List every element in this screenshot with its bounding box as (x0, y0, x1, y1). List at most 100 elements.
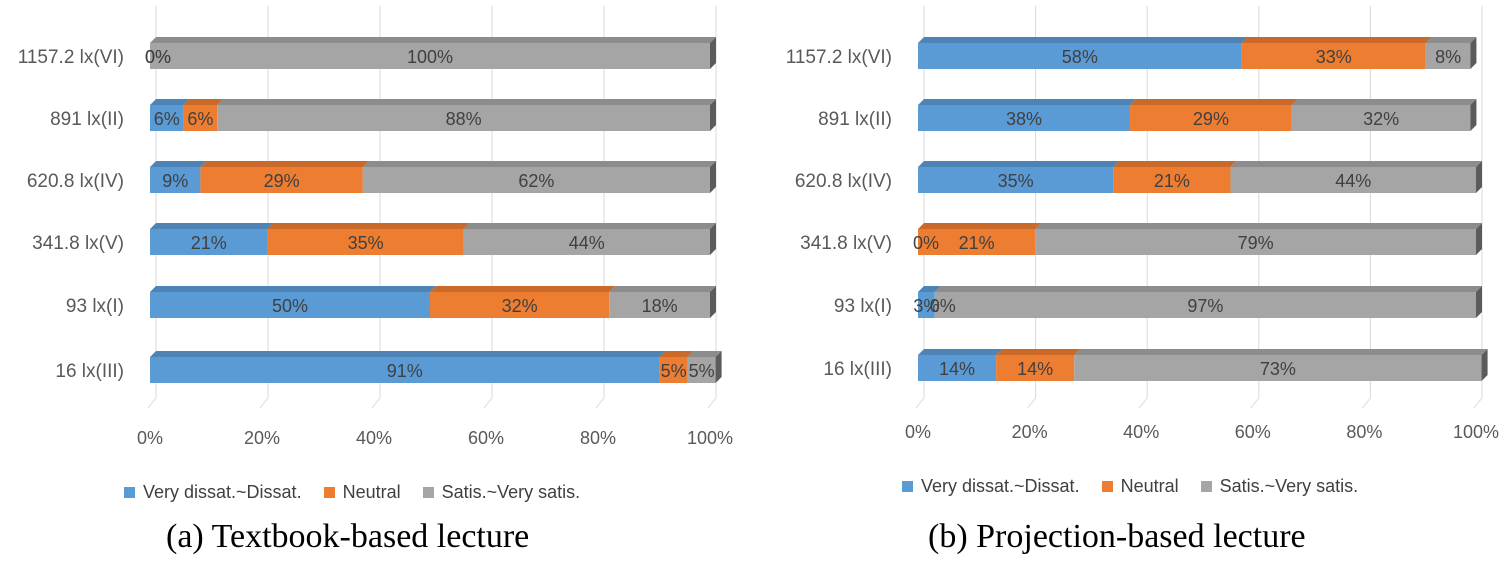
x-tick-label: 60% (468, 428, 504, 448)
data-label-very-dissat: 50% (272, 296, 308, 316)
category-label: 1157.2 lx(VI) (18, 47, 124, 68)
bar-neutral (996, 355, 1075, 381)
gridline-floor (707, 397, 717, 409)
data-label-very-dissat: 14% (939, 359, 975, 379)
gridline-floor (259, 397, 269, 409)
chart-projection: 0% 20% 40% 60% 80% 100% 1157.2 lx(VI) 58% 33% 8% 8… (752, 0, 1504, 555)
bar-top-very-dissat (918, 349, 1003, 355)
data-label-neutral: 21% (1154, 171, 1190, 191)
gridline-floor (1362, 397, 1371, 409)
data-label-neutral: 21% (959, 233, 995, 253)
data-label-neutral: 29% (264, 171, 300, 191)
bar-side (710, 37, 716, 69)
legend-label-very-dissat: Very dissat.~Dissat. (143, 482, 302, 502)
legend-label-satis: Satis.~Very satis. (1219, 476, 1359, 496)
legend-item-very-dissat: Very dissat.~Dissat. (902, 476, 1080, 497)
bar-satis (150, 43, 710, 69)
data-label-very-dissat: 38% (1006, 109, 1042, 129)
x-tick-label: 80% (580, 428, 616, 448)
bar-top-very-dissat (150, 161, 207, 167)
bar-neutral (183, 105, 218, 131)
bar-top-neutral (1241, 37, 1432, 43)
bar-neutral (1241, 43, 1426, 69)
data-label-satis: 18% (642, 296, 678, 316)
bar-top-satis (150, 37, 716, 43)
bar-side (1470, 99, 1477, 131)
x-tick-label: 20% (1012, 422, 1048, 442)
bar-side (1476, 223, 1482, 255)
bar-top-very-dissat (150, 223, 274, 229)
legend-textbook: Very dissat.~Dissat. Neutral Satis.~Very… (124, 482, 602, 503)
gridline-floor (483, 397, 493, 409)
data-label-satis: 100% (407, 47, 453, 67)
bar-top-very-dissat (918, 99, 1137, 105)
bar-satis (687, 357, 716, 383)
x-tick-label: 20% (244, 428, 280, 448)
chart-projection-plot: 0% 20% 40% 60% 80% 100% 1157.2 lx(VI) 58% 33% 8% 8… (786, 6, 1499, 442)
gridline-floor (1027, 397, 1036, 409)
legend-label-very-dissat: Very dissat.~Dissat. (921, 476, 1080, 496)
category-label: 620.8 lx(IV) (27, 171, 124, 192)
category-label: 891 lx(II) (818, 109, 892, 130)
legend-item-satis: Satis.~Very satis. (1200, 476, 1359, 497)
data-label-very-dissat: 21% (191, 233, 227, 253)
bar-top-satis (1291, 99, 1477, 105)
bar-very-dissat (150, 292, 430, 318)
x-tick-label: 60% (1235, 422, 1271, 442)
data-label-neutral: 29% (1193, 109, 1229, 129)
data-label-neutral: 14% (1017, 359, 1053, 379)
bar-top-satis (1425, 37, 1477, 43)
category-label: 93 lx(I) (834, 296, 892, 317)
gridline-floor (1473, 397, 1483, 409)
data-label-neutral: 0% (930, 296, 956, 316)
bar-top-satis (463, 223, 716, 229)
gridline-floor (1250, 397, 1260, 409)
bar-satis (463, 229, 710, 255)
data-label-very-dissat: 9% (162, 171, 188, 191)
bar-neutral (1130, 105, 1292, 131)
data-label-very-dissat: 3% (913, 296, 939, 316)
bar-neutral (200, 167, 363, 193)
bar-very-dissat (918, 43, 1242, 69)
bar-neutral (1113, 167, 1231, 193)
bar-very-dissat (918, 292, 935, 318)
data-label-neutral: 35% (348, 233, 384, 253)
bar-top-neutral (183, 99, 224, 105)
bar-top-very-dissat (150, 286, 436, 292)
bar-top-neutral (659, 351, 694, 357)
bar-top-neutral (430, 286, 616, 292)
category-label: 891 lx(II) (50, 109, 124, 130)
bar-very-dissat (150, 229, 268, 255)
data-label-neutral: 0% (145, 47, 171, 67)
gridline-floor (147, 397, 157, 409)
bar-satis (609, 292, 710, 318)
data-label-satis: 62% (518, 171, 554, 191)
bar-top-very-dissat (918, 286, 941, 292)
category-label: 620.8 lx(IV) (795, 171, 892, 192)
data-label-very-dissat: 91% (387, 361, 423, 381)
legend-projection: Very dissat.~Dissat. Neutral Satis.~Very… (902, 476, 1380, 497)
legend-swatch-neutral (323, 487, 335, 498)
data-label-very-dissat: 0% (913, 233, 939, 253)
bar-satis (1291, 105, 1471, 131)
data-label-very-dissat: 0% (145, 47, 171, 67)
data-label-satis: 88% (446, 109, 482, 129)
bar-neutral (430, 292, 610, 318)
data-label-satis: 32% (1363, 109, 1399, 129)
data-label-neutral: 33% (1316, 47, 1352, 67)
bar-top-satis (934, 286, 1482, 292)
bar-neutral (918, 229, 1036, 255)
x-tick-label: 100% (687, 428, 733, 448)
data-label-neutral: 5% (661, 361, 687, 381)
chart-textbook-plot: 0% 20% 40% 60% 80% 100%1157.2 lx(VI) 0%0% 100%8… (18, 6, 733, 448)
bar-side (1481, 349, 1488, 381)
data-label-satis: 73% (1260, 359, 1296, 379)
x-tick-label: 40% (1123, 422, 1159, 442)
category-label: 341.8 lx(V) (32, 233, 124, 254)
bar-satis (1230, 167, 1476, 193)
bar-side (1470, 37, 1477, 69)
legend-label-neutral: Neutral (1120, 476, 1179, 496)
bar-very-dissat (150, 357, 660, 383)
data-label-very-dissat: 6% (154, 109, 180, 129)
bar-very-dissat (150, 167, 201, 193)
